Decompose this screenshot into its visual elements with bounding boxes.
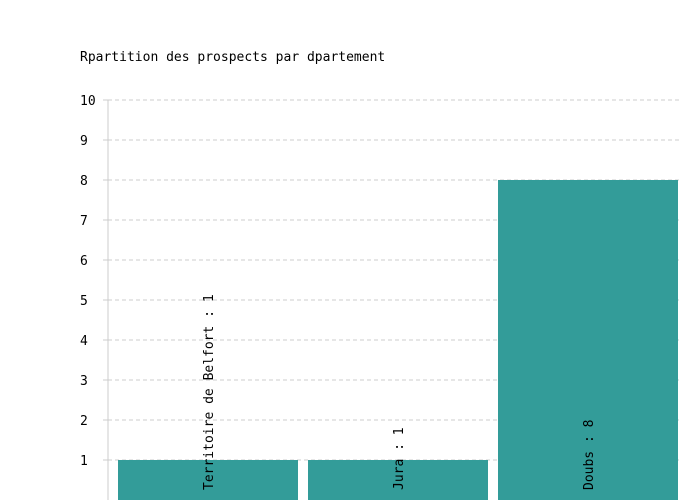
y-tick-label: 5 bbox=[80, 294, 88, 309]
y-tick-label: 4 bbox=[80, 334, 88, 349]
y-tick-label: 7 bbox=[80, 214, 88, 229]
bars bbox=[118, 180, 678, 500]
bar-label: Jura : 1 bbox=[392, 427, 407, 490]
y-tick-label: 3 bbox=[80, 374, 88, 389]
bar-label: Territoire de Belfort : 1 bbox=[202, 294, 217, 490]
bar bbox=[498, 180, 678, 500]
bar-label: Doubs : 8 bbox=[582, 420, 597, 490]
chart-title: Rpartition des prospects par dpartement bbox=[80, 50, 386, 65]
y-tick-labels: 1 2 3 4 5 6 7 8 9 10 bbox=[80, 94, 108, 469]
y-tick-label: 1 bbox=[80, 454, 88, 469]
y-tick-label: 10 bbox=[80, 94, 96, 109]
bar-labels: Territoire de Belfort : 1 Jura : 1 Doubs :… bbox=[202, 294, 597, 490]
y-tick-label: 6 bbox=[80, 254, 88, 269]
y-tick-label: 9 bbox=[80, 134, 88, 149]
bar bbox=[308, 460, 488, 500]
y-tick-label: 8 bbox=[80, 174, 88, 189]
bar bbox=[118, 460, 298, 500]
y-tick-label: 2 bbox=[80, 414, 88, 429]
